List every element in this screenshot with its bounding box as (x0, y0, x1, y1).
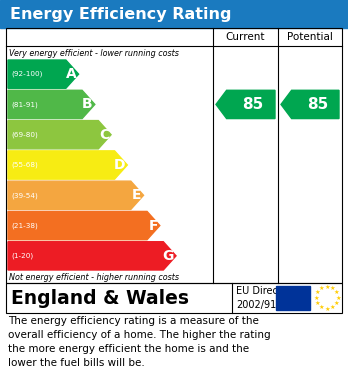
Bar (0, 0, 348, 28)
Text: Potential: Potential (287, 32, 333, 42)
Bar (276, 286, 310, 310)
Text: (55-68): (55-68) (11, 162, 38, 168)
Text: ★: ★ (324, 307, 330, 312)
Text: ★: ★ (315, 301, 320, 306)
Text: (39-54): (39-54) (11, 192, 38, 199)
Text: (81-91): (81-91) (11, 101, 38, 108)
Text: (69-80): (69-80) (11, 131, 38, 138)
Text: ★: ★ (313, 296, 319, 301)
Text: EU Directive
2002/91/EC: EU Directive 2002/91/EC (236, 286, 296, 310)
Text: Very energy efficient - lower running costs: Very energy efficient - lower running co… (9, 49, 179, 58)
Text: 85: 85 (242, 97, 263, 112)
Bar (6, 28, 342, 283)
Text: G: G (163, 249, 174, 263)
Text: ★: ★ (330, 305, 335, 310)
Text: B: B (82, 97, 93, 111)
Text: 85: 85 (307, 97, 328, 112)
Polygon shape (216, 90, 275, 118)
Text: ★: ★ (334, 290, 339, 295)
Polygon shape (8, 212, 160, 240)
Text: ★: ★ (315, 290, 320, 295)
Text: ★: ★ (334, 301, 339, 306)
Text: E: E (132, 188, 142, 202)
Polygon shape (8, 242, 176, 270)
Bar (6, 283, 342, 313)
Text: The energy efficiency rating is a measure of the
overall efficiency of a home. T: The energy efficiency rating is a measur… (8, 316, 271, 368)
Polygon shape (8, 151, 127, 179)
Polygon shape (281, 90, 339, 118)
Text: ★: ★ (335, 296, 341, 301)
Text: Current: Current (226, 32, 265, 42)
Text: ★: ★ (319, 286, 324, 291)
Text: C: C (99, 128, 109, 142)
Text: A: A (66, 67, 77, 81)
Text: D: D (114, 158, 125, 172)
Text: ★: ★ (324, 285, 330, 289)
Text: (1-20): (1-20) (11, 253, 33, 259)
Text: England & Wales: England & Wales (11, 289, 189, 307)
Polygon shape (8, 120, 111, 149)
Text: F: F (148, 219, 158, 233)
Polygon shape (8, 181, 143, 210)
Text: (92-100): (92-100) (11, 71, 42, 77)
Text: Energy Efficiency Rating: Energy Efficiency Rating (10, 7, 231, 22)
Text: ★: ★ (319, 305, 324, 310)
Text: ★: ★ (330, 286, 335, 291)
Polygon shape (8, 90, 95, 118)
Text: (21-38): (21-38) (11, 222, 38, 229)
Polygon shape (8, 60, 79, 88)
Text: Not energy efficient - higher running costs: Not energy efficient - higher running co… (9, 273, 179, 282)
